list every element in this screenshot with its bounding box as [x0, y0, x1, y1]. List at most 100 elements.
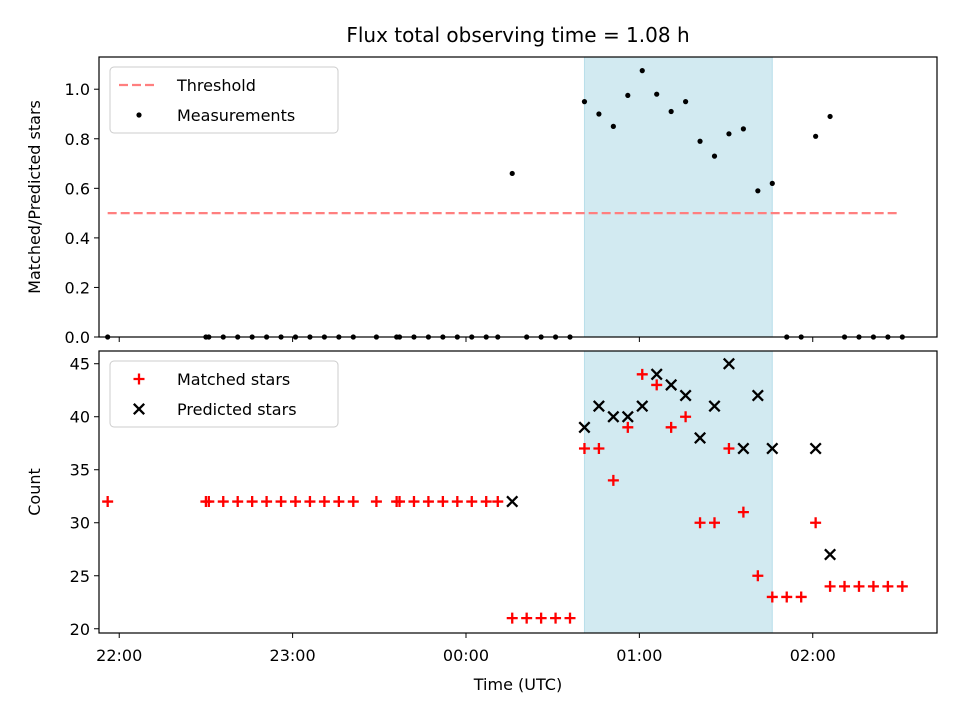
x-axis-label: Time (UTC) — [473, 675, 562, 694]
data-point — [651, 379, 663, 391]
bottom-panel: 20 25 30 35 40 45 22:00 23:00 00:00 01:00 02:00 Cou… — [25, 350, 938, 694]
y-axis-label: Matched/Predicted stars — [25, 100, 44, 294]
y-tick-label: 30 — [70, 514, 90, 533]
data-point — [492, 496, 504, 508]
axes-frame — [98, 350, 938, 634]
data-point — [867, 580, 879, 592]
y-tick-label: 35 — [70, 461, 90, 480]
data-point — [737, 442, 750, 455]
data-point — [552, 334, 559, 340]
legend-swatch — [133, 373, 145, 385]
data-point — [708, 517, 720, 529]
x-tick-label: 00:00 — [443, 646, 489, 665]
data-point — [610, 123, 616, 129]
y-tick-label: 0.0 — [65, 328, 90, 347]
data-point — [396, 334, 403, 340]
data-point — [437, 496, 449, 508]
data-point — [665, 421, 677, 433]
data-point — [578, 421, 591, 434]
axes-frame — [98, 56, 938, 338]
data-point — [373, 334, 380, 340]
data-point — [751, 389, 764, 402]
data-point — [722, 357, 735, 370]
data-point — [578, 443, 590, 455]
data-point — [813, 133, 819, 139]
data-point — [899, 334, 905, 340]
legend: Threshold Measurements — [109, 66, 339, 134]
data-point — [480, 496, 492, 508]
legend: Matched stars Predicted stars — [109, 360, 339, 428]
legend-swatch — [136, 112, 142, 118]
data-point — [795, 591, 807, 603]
y-tick-label: 1.0 — [65, 80, 90, 99]
data-point — [394, 496, 406, 508]
data-point — [347, 496, 359, 508]
y-tick-label: 20 — [70, 620, 90, 639]
data-point — [625, 92, 631, 99]
data-point — [370, 496, 382, 508]
data-point — [246, 496, 258, 508]
x-tick-label: 23:00 — [270, 646, 316, 665]
data-point — [466, 496, 478, 508]
data-point — [824, 548, 837, 561]
data-point — [596, 111, 602, 117]
data-point — [333, 496, 345, 508]
data-point — [408, 496, 420, 508]
data-point — [607, 474, 619, 486]
shaded-interval — [583, 350, 773, 634]
data-point — [636, 400, 649, 413]
data-point — [680, 411, 692, 423]
data-point — [336, 334, 342, 340]
data-point — [506, 495, 519, 508]
data-point — [766, 442, 779, 455]
y-tick-label: 25 — [70, 567, 90, 586]
data-point — [524, 334, 530, 340]
data-point — [697, 138, 703, 144]
data-point — [567, 334, 573, 340]
x-tick-label: 01:00 — [616, 646, 662, 665]
data-point — [694, 517, 706, 529]
data-point — [592, 400, 605, 413]
data-point — [105, 334, 111, 340]
data-point — [220, 334, 226, 340]
data-point — [275, 496, 287, 508]
data-point — [841, 334, 848, 340]
data-point — [235, 334, 241, 340]
data-point — [469, 334, 475, 340]
y-tick-label: 0.6 — [65, 179, 90, 198]
data-point — [102, 496, 114, 508]
data-point — [726, 131, 732, 137]
data-point — [206, 334, 212, 340]
data-point — [856, 334, 862, 340]
data-point — [708, 400, 721, 413]
data-point — [798, 334, 804, 340]
data-point — [451, 496, 463, 508]
data-point — [809, 442, 822, 455]
data-point — [885, 334, 891, 340]
legend-label: Threshold — [176, 76, 256, 95]
data-point — [622, 421, 634, 433]
data-point — [636, 368, 648, 380]
data-point — [307, 334, 313, 340]
data-point — [454, 334, 460, 340]
data-point — [621, 410, 634, 423]
data-point — [261, 496, 273, 508]
y-tick-label: 0.8 — [65, 130, 90, 149]
data-point — [304, 496, 316, 508]
shaded-interval — [583, 56, 773, 338]
y-axis-label: Count — [25, 468, 44, 516]
data-point — [217, 496, 229, 508]
data-point — [264, 334, 270, 340]
data-point — [538, 334, 544, 340]
data-point — [411, 334, 417, 340]
data-point — [593, 443, 605, 455]
data-point — [882, 580, 894, 592]
data-point — [232, 496, 244, 508]
legend-swatch — [132, 402, 146, 416]
data-point — [668, 108, 674, 115]
data-point — [679, 389, 692, 402]
data-point — [535, 612, 547, 624]
data-point — [607, 410, 620, 423]
x-tick-label: 22:00 — [96, 646, 142, 665]
